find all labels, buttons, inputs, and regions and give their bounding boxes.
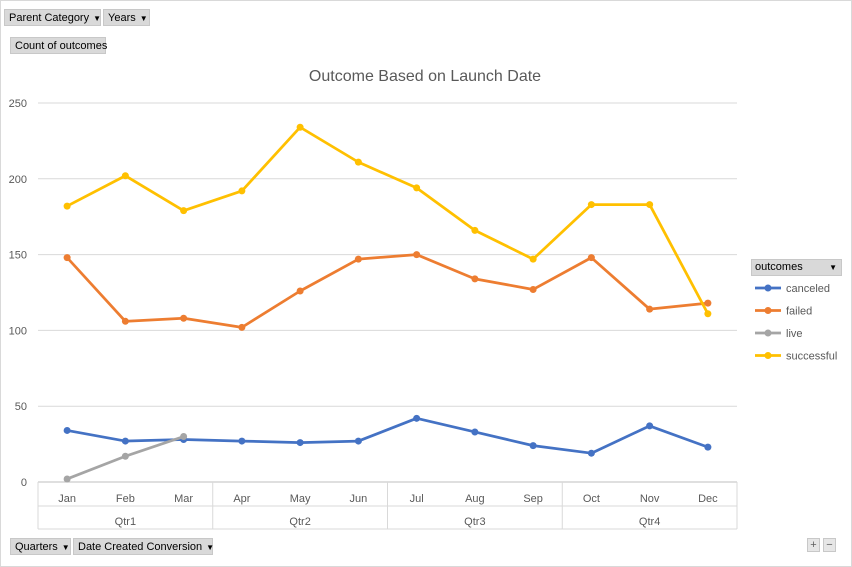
series-line-successful[interactable] (66, 125, 710, 315)
data-point-canceled[interactable] (471, 428, 479, 436)
x-group-label: Qtr2 (289, 516, 310, 528)
data-point-successful[interactable] (646, 201, 654, 209)
y-axis-ticks: 0 50 100 150 200 250 (9, 98, 27, 489)
legend-marker-live (764, 329, 772, 337)
legend-filter-button[interactable]: outcomes ▼ (751, 259, 842, 276)
dropdown-arrow-icon: ▼ (93, 14, 102, 23)
data-point-live[interactable] (121, 452, 129, 460)
series-layer (63, 123, 712, 483)
legend-label-successful: successful (786, 351, 837, 363)
x-axis: Jan Feb Mar Apr May Jun Jul Aug Sep Oct Nov Dec Qtr1… (37, 481, 738, 530)
zoom-in-button[interactable]: + (807, 538, 820, 552)
x-tick-label: Jan (58, 493, 76, 505)
data-point-failed[interactable] (121, 317, 129, 325)
data-point-canceled[interactable] (296, 439, 304, 447)
x-tick-label: Nov (640, 493, 660, 505)
x-tick-label: Aug (465, 493, 485, 505)
data-point-successful[interactable] (471, 226, 479, 234)
legend-title: outcomes (755, 261, 803, 273)
date-created-label: Date Created Conversion (78, 541, 203, 553)
data-point-live[interactable] (180, 433, 188, 441)
data-point-failed[interactable] (63, 254, 71, 262)
legend-label-live: live (786, 328, 803, 340)
data-point-failed[interactable] (180, 314, 188, 322)
data-point-canceled[interactable] (354, 437, 362, 445)
value-field-button[interactable]: Count of outcomes (10, 37, 108, 54)
parent-category-label: Parent Category (9, 12, 90, 24)
data-point-successful[interactable] (296, 123, 304, 131)
y-tick-label: 250 (9, 98, 27, 110)
x-group-label: Qtr3 (464, 516, 485, 528)
zoom-out-button[interactable]: − (823, 538, 836, 552)
y-tick-label: 50 (15, 401, 27, 413)
legend: canceled failed live successful (755, 283, 837, 363)
data-point-canceled[interactable] (121, 437, 129, 445)
data-point-failed[interactable] (704, 299, 712, 307)
x-tick-label: Feb (116, 493, 135, 505)
data-point-failed[interactable] (587, 254, 595, 262)
series-line-failed[interactable] (66, 253, 709, 329)
data-point-failed[interactable] (296, 287, 304, 295)
dropdown-arrow-icon: ▼ (206, 543, 215, 552)
x-tick-label: Sep (523, 493, 543, 505)
legend-marker-failed (764, 307, 772, 314)
y-tick-label: 100 (9, 325, 27, 337)
data-point-canceled[interactable] (529, 442, 537, 450)
years-label: Years (108, 12, 136, 24)
quarters-label: Quarters (15, 541, 58, 553)
dropdown-arrow-icon: ▼ (829, 263, 837, 272)
data-point-canceled[interactable] (587, 449, 595, 457)
dropdown-arrow-icon: ▼ (61, 543, 70, 552)
x-group-label: Qtr1 (115, 516, 136, 528)
y-tick-label: 150 (9, 250, 27, 262)
legend-marker-successful (764, 352, 772, 359)
x-tick-label: May (290, 493, 311, 505)
data-point-successful[interactable] (121, 172, 129, 180)
data-point-failed[interactable] (238, 323, 246, 331)
data-point-successful[interactable] (704, 310, 712, 318)
data-point-successful[interactable] (587, 201, 595, 209)
x-tick-label: Oct (583, 493, 600, 505)
data-point-canceled[interactable] (646, 422, 654, 430)
legend-label-canceled: canceled (786, 283, 830, 295)
quarters-axis-button[interactable]: Quarters ▼ (10, 538, 71, 555)
data-point-failed[interactable] (413, 251, 421, 259)
x-tick-label: Apr (233, 493, 250, 505)
legend-marker-canceled (764, 284, 772, 292)
x-tick-label: Jun (350, 493, 368, 505)
data-point-failed[interactable] (471, 275, 479, 283)
data-point-successful[interactable] (354, 158, 362, 166)
parent-category-filter-button[interactable]: Parent Category ▼ (4, 9, 101, 26)
y-tick-label: 0 (21, 477, 27, 489)
data-point-canceled[interactable] (413, 414, 421, 422)
series-line-canceled[interactable] (66, 416, 709, 455)
data-point-canceled[interactable] (238, 437, 246, 445)
legend-label-failed: failed (786, 306, 812, 318)
data-point-successful[interactable] (413, 184, 421, 192)
data-point-successful[interactable] (180, 207, 188, 215)
data-point-canceled[interactable] (63, 426, 71, 434)
y-tick-label: 200 (9, 174, 27, 186)
data-point-successful[interactable] (529, 255, 537, 263)
data-point-failed[interactable] (529, 285, 537, 293)
data-point-canceled[interactable] (704, 443, 712, 451)
x-tick-label: Mar (174, 493, 193, 505)
value-field-label: Count of outcomes (15, 40, 108, 52)
data-point-failed[interactable] (354, 255, 362, 263)
x-tick-label: Jul (410, 493, 424, 505)
x-tick-label: Dec (698, 493, 718, 505)
date-created-axis-button[interactable]: Date Created Conversion ▼ (73, 538, 215, 555)
dropdown-arrow-icon: ▼ (139, 14, 148, 23)
years-filter-button[interactable]: Years ▼ (103, 9, 150, 26)
data-point-failed[interactable] (646, 305, 654, 313)
data-point-successful[interactable] (63, 202, 71, 210)
x-group-label: Qtr4 (639, 516, 660, 528)
data-point-successful[interactable] (238, 187, 246, 195)
chart-title: Outcome Based on Launch Date (309, 68, 541, 85)
data-point-live[interactable] (63, 475, 71, 483)
